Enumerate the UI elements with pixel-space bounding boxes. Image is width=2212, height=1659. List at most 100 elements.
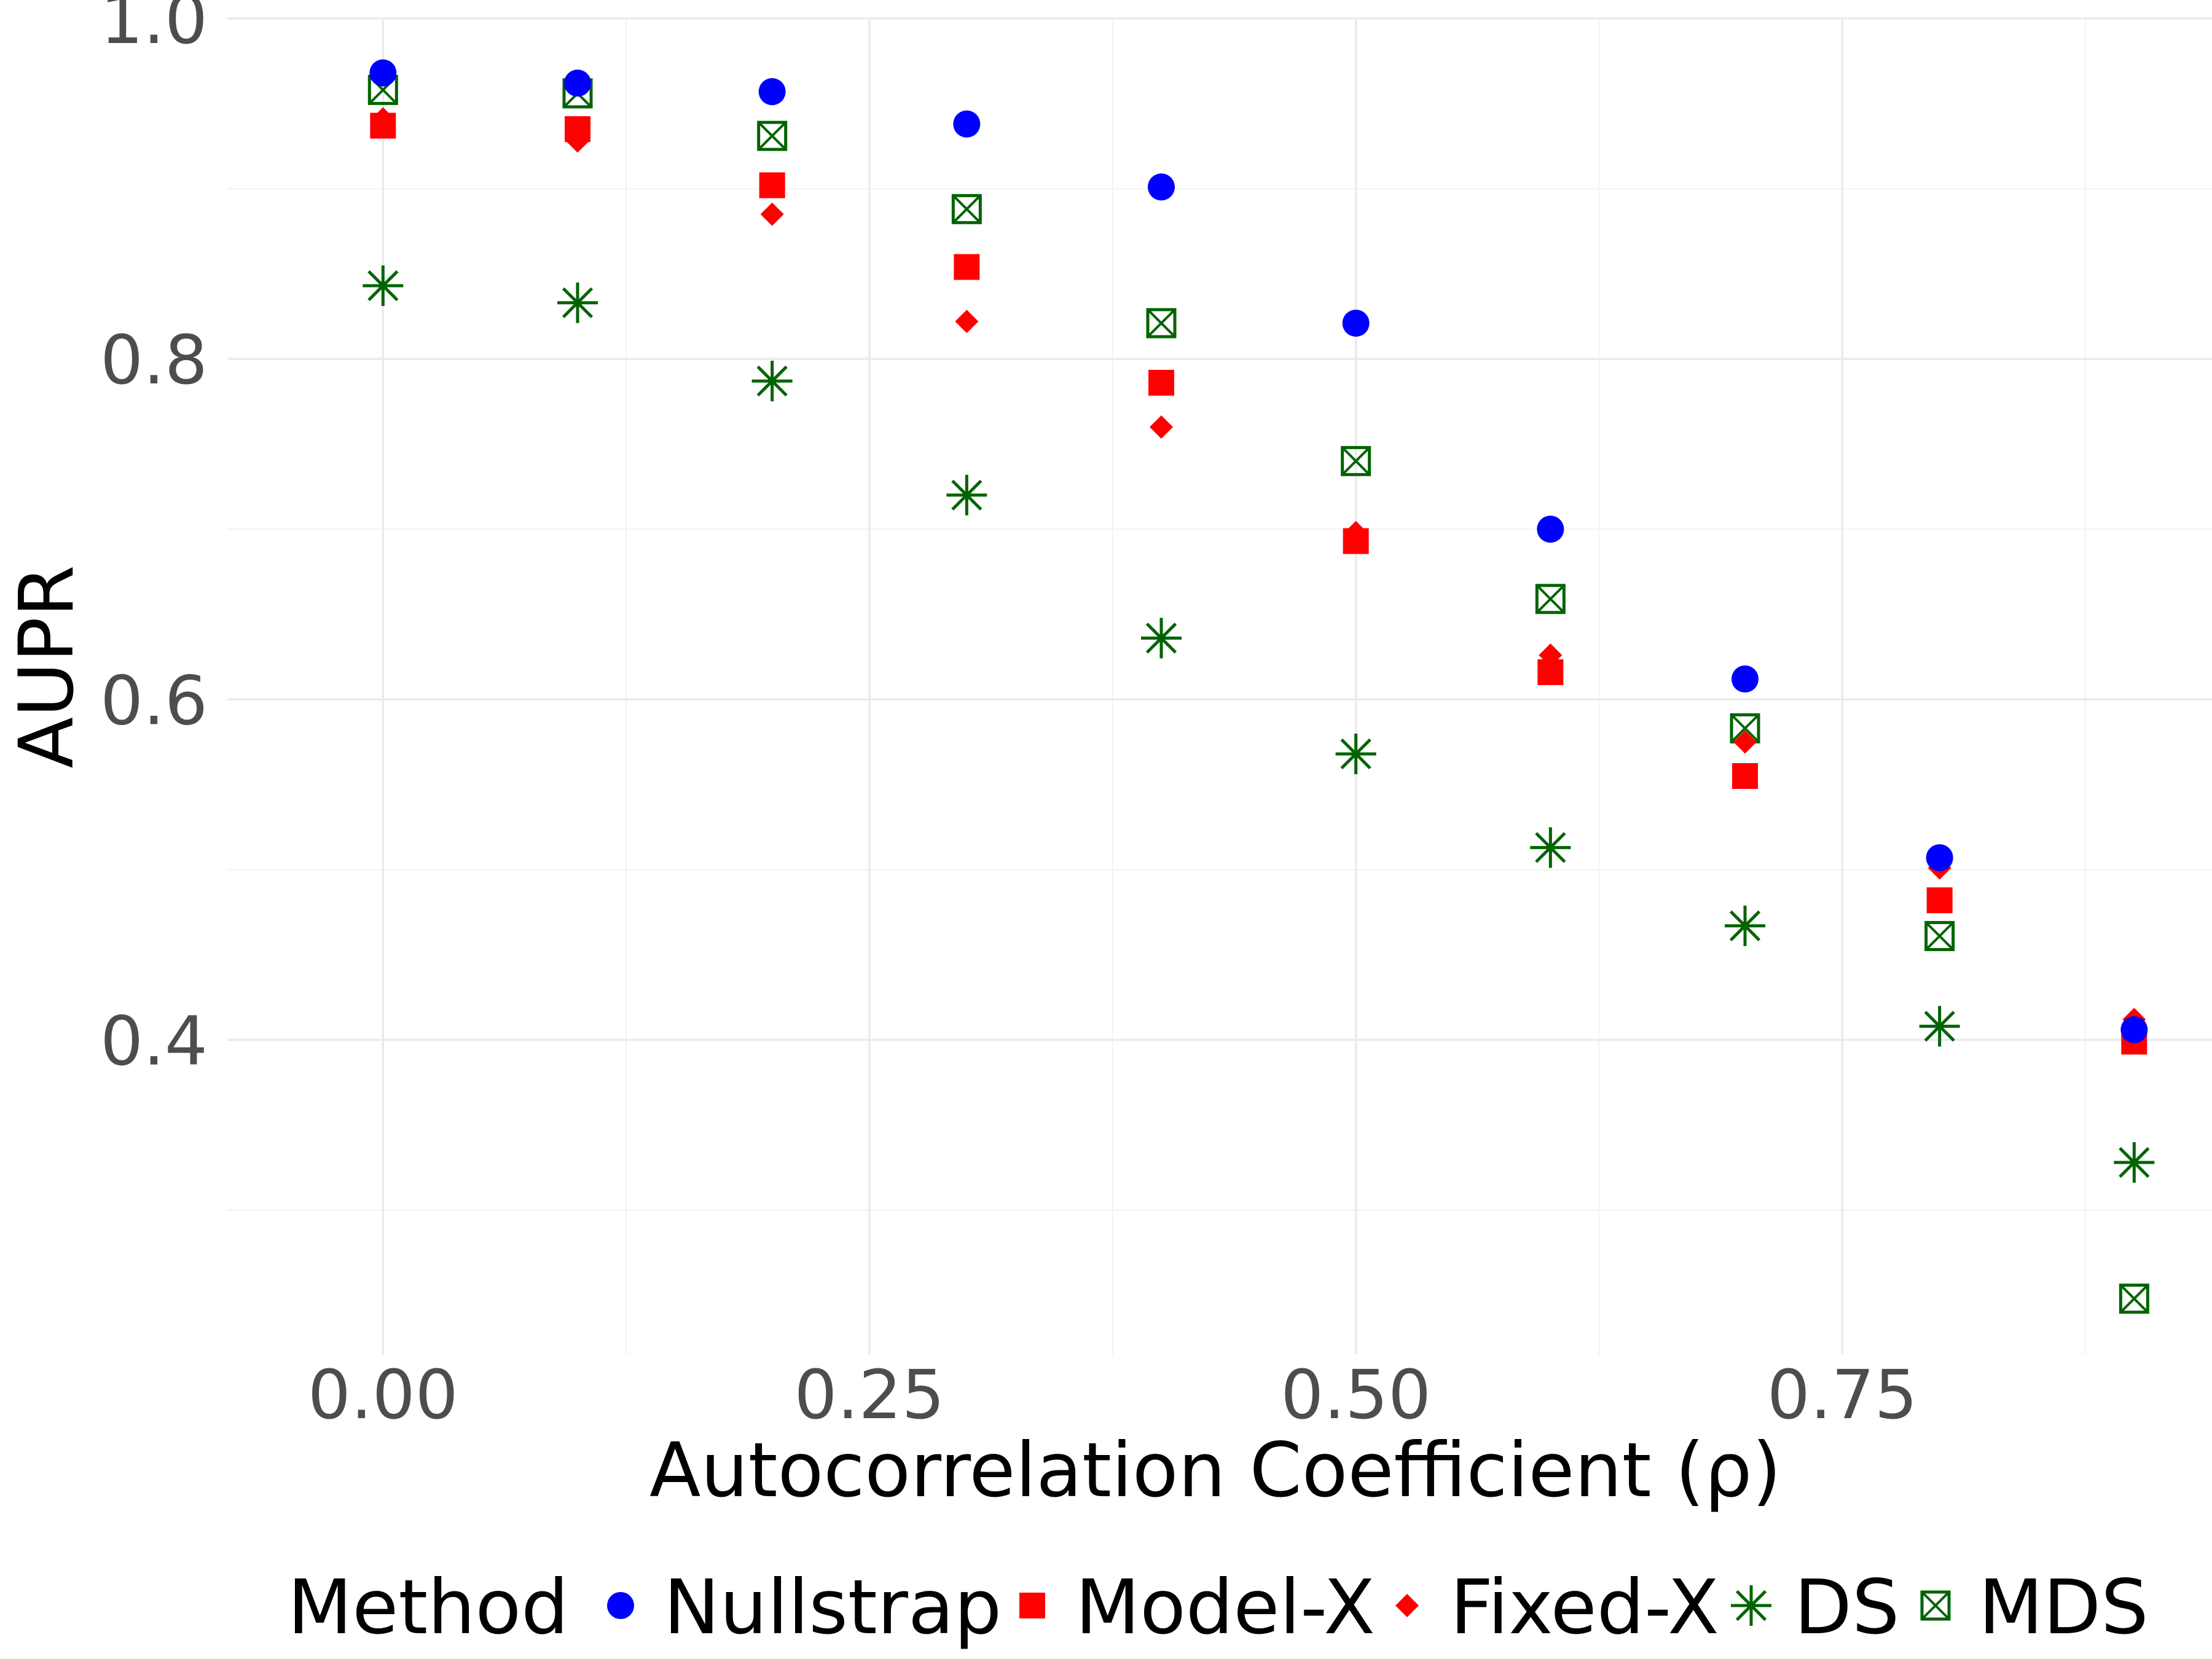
model-x-point-shape — [1926, 887, 1953, 914]
legend-fixed-x-icon-shape — [1395, 1594, 1419, 1617]
ds-point-stroke — [1535, 832, 1566, 863]
nullstrap-point — [1732, 665, 1759, 693]
model-x-point — [1148, 369, 1174, 396]
model-x-point — [565, 116, 590, 143]
mds-point — [757, 120, 788, 151]
mds-point-stroke — [1925, 921, 1955, 951]
ds-point-stroke — [1729, 910, 1761, 941]
legend-fixed-x-label: Fixed-X — [1450, 1564, 1719, 1651]
mds-point-box — [1924, 920, 1955, 951]
axis-ticks: 0.00 0.25 0.50 0.75 0.4 0.6 0.8 1.0 — [100, 0, 1918, 1434]
mds-point — [1341, 445, 1371, 476]
nullstrap-point-shape — [2120, 1016, 2148, 1043]
mds-point-stroke — [952, 194, 981, 224]
fixed-x-point-shape — [1733, 730, 1757, 754]
nullstrap-point-shape — [369, 59, 397, 87]
fixed-x-point — [760, 202, 784, 226]
ds-point — [946, 474, 987, 516]
ds-point-stroke — [562, 287, 594, 318]
ds-point-stroke — [1145, 622, 1177, 654]
mds-point-box — [2119, 1284, 2149, 1314]
legend-model-x-label: Model-X — [1075, 1564, 1375, 1651]
nullstrap-point — [1148, 173, 1175, 201]
ds-point — [1725, 905, 1765, 946]
nullstrap-point-shape — [1926, 844, 1953, 871]
legend-items: Nullstrap Model-X Fixed-X DS MDS — [607, 1564, 2149, 1651]
legend-title: Method — [288, 1564, 569, 1651]
model-x-point-shape — [1537, 659, 1564, 685]
nullstrap-point — [1537, 516, 1564, 543]
model-x-point — [759, 172, 785, 198]
legend-mds-label: MDS — [1979, 1564, 2149, 1651]
legend-mds-icon-box — [1920, 1590, 1951, 1621]
mds-point-box — [1341, 445, 1371, 476]
y-tick-label: 0.6 — [100, 661, 208, 740]
model-x-point — [1537, 659, 1564, 685]
model-x-point — [1926, 887, 1953, 914]
legend-item-mds: MDS — [1920, 1564, 2149, 1651]
ds-point — [1919, 1006, 1960, 1047]
model-x-point — [954, 254, 980, 280]
legend-item-model-x: Model-X — [1019, 1564, 1375, 1651]
nullstrap-point — [2120, 1016, 2148, 1043]
legend-item-nullstrap: Nullstrap — [607, 1564, 1002, 1651]
ds-point-stroke — [1340, 738, 1371, 770]
mds-point — [1146, 308, 1177, 339]
nullstrap-point-shape — [1148, 173, 1175, 201]
y-tick-label: 1.0 — [100, 0, 208, 59]
mds-point-stroke — [2119, 1284, 2149, 1313]
mds-point — [2119, 1284, 2149, 1314]
fixed-x-point-shape — [955, 310, 979, 334]
mds-point — [1924, 920, 1955, 951]
series-model-x — [370, 112, 2147, 1055]
mds-point — [1535, 584, 1566, 614]
model-x-point — [370, 112, 396, 139]
legend-model-x-icon — [1019, 1593, 1045, 1618]
ds-point — [1141, 618, 1182, 659]
ds-point — [1335, 733, 1376, 774]
series-fixed-x — [371, 107, 2146, 1032]
model-x-point-shape — [370, 112, 396, 139]
nullstrap-point-shape — [953, 110, 981, 138]
model-x-point-shape — [759, 172, 785, 198]
series-mds — [367, 74, 2149, 1314]
grid-lines — [227, 17, 2212, 1355]
ds-point — [557, 282, 598, 323]
legend-nullstrap-icon — [607, 1592, 634, 1619]
model-x-point-shape — [1148, 369, 1174, 396]
nullstrap-point — [953, 110, 981, 138]
ds-point — [363, 265, 404, 306]
legend-ds-label: DS — [1794, 1564, 1899, 1651]
ds-point-stroke — [367, 270, 399, 302]
x-tick-label: 0.00 — [308, 1355, 458, 1434]
mds-point-stroke — [1730, 713, 1760, 743]
nullstrap-point — [758, 78, 786, 106]
model-x-point — [1343, 528, 1369, 554]
mds-point-stroke — [1147, 308, 1176, 338]
model-x-point-shape — [1343, 528, 1369, 554]
nullstrap-point — [1926, 844, 1953, 871]
nullstrap-point-shape — [1732, 665, 1759, 693]
ds-point-stroke — [2119, 1147, 2150, 1179]
fixed-x-point-shape — [1150, 415, 1173, 439]
nullstrap-point-shape — [564, 69, 591, 97]
nullstrap-point — [564, 69, 591, 97]
mds-point-stroke — [758, 121, 787, 151]
legend-mds-icon-stroke — [1921, 1591, 1950, 1620]
ds-point-stroke — [951, 479, 982, 511]
legend: Method Nullstrap Model-X Fixed-X DS MDS — [288, 1564, 2149, 1651]
ds-point — [751, 361, 793, 402]
legend-nullstrap-label: Nullstrap — [664, 1564, 1002, 1651]
x-tick-label: 0.50 — [1281, 1355, 1431, 1434]
y-axis-title: AUPR — [3, 565, 90, 768]
fixed-x-point — [1150, 415, 1173, 439]
ds-point — [1530, 827, 1571, 868]
legend-ds-icon — [1731, 1585, 1771, 1626]
model-x-point-shape — [1732, 763, 1758, 789]
ds-point-stroke — [1924, 1011, 1955, 1042]
model-x-point — [1732, 763, 1758, 789]
y-tick-label: 0.8 — [100, 321, 208, 399]
ds-point — [2114, 1142, 2155, 1183]
mds-point-stroke — [1341, 446, 1371, 476]
fixed-x-point-shape — [760, 202, 784, 226]
